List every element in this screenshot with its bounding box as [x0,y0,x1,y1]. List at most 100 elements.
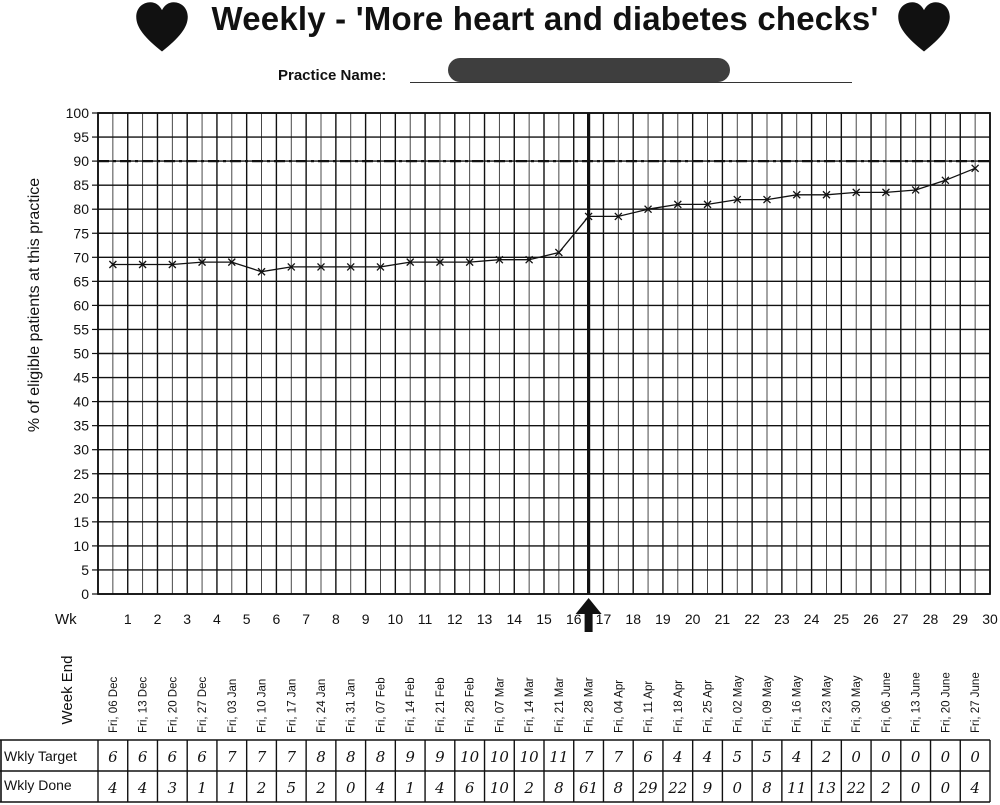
y-tick-label: 5 [81,562,89,578]
x-tick-label: 18 [625,611,641,627]
data-point [971,164,980,173]
data-point [227,258,236,267]
weekly-target-cell: 10 [490,748,510,766]
weekly-target-cell: 0 [970,748,980,766]
weekly-done-cell: 9 [703,779,713,797]
data-point-stroke [525,255,534,264]
week-end-date: Fri, 28 Feb [465,677,477,733]
y-tick-label: 45 [73,370,89,386]
data-point-stroke [673,200,682,209]
chart-title: Weekly - 'More heart and diabetes checks… [211,0,879,37]
week-end-date: Fri, 20 Dec [167,677,179,733]
data-point-stroke [554,248,563,257]
weekly-done-cell: 4 [434,779,445,797]
y-tick-label: 55 [73,321,89,337]
data-point-stroke [971,164,980,173]
weekly-target-cell: 9 [405,748,415,766]
x-tick-label: 25 [834,611,850,627]
weekly-target-cell: 4 [702,748,713,766]
weekly-done-cell: 2 [315,779,326,797]
y-tick-label: 100 [66,105,90,121]
x-tick-label: 23 [774,611,790,627]
weekly-target-cell: 7 [584,748,594,766]
weekly-target-cell: 7 [227,748,237,766]
weekly-done-cell: 4 [969,779,980,797]
weekly-done-cell: 2 [523,779,534,797]
weekly-done-cell: 4 [107,779,118,797]
weekly-done-cell: 0 [732,779,742,797]
data-point-stroke [644,205,653,214]
week-end-date: Fri, 31 Jan [346,679,358,733]
data-point [287,262,296,271]
weekly-done-cell: 10 [490,779,510,797]
y-tick-label: 50 [73,346,89,362]
weekly-target-cell: 0 [911,748,921,766]
x-tick-label: 6 [273,611,281,627]
x-tick-label: 15 [536,611,552,627]
data-point [257,267,266,276]
y-tick-label: 0 [81,586,89,602]
week-end-date: Fri, 24 Jan [316,679,328,733]
weekly-target-cell: 6 [197,748,207,766]
y-tick-label: 10 [73,538,89,554]
data-point-stroke [376,262,385,271]
data-point-stroke [138,260,147,269]
weekly-target-cell: 6 [168,748,178,766]
data-point-stroke [733,195,742,204]
data-point [525,255,534,264]
weekly-target-cell: 8 [376,748,386,766]
week-end-date: Fri, 25 Apr [703,680,715,733]
y-tick-label: 60 [73,297,89,313]
data-point [941,176,950,185]
data-point [495,255,504,264]
weekly-done-cell: 8 [762,779,772,797]
y-tick-label: 40 [73,394,89,410]
data-point [376,262,385,271]
weekly-target-cell: 4 [672,748,683,766]
data-point [168,260,177,269]
week-end-label: Week End [59,656,76,725]
data-point [198,258,207,267]
weekly-done-cell: 22 [667,779,687,797]
data-point-stroke [257,267,266,276]
week-end-date: Fri, 13 June [911,672,923,733]
week-end-date: Fri, 30 May [851,675,863,733]
data-point [881,188,890,197]
heart-icon-left [136,2,188,52]
weekly-done-cell: 8 [614,779,624,797]
weekly-done-cell: 5 [286,779,296,797]
data-point [703,200,712,209]
data-point-stroke [584,212,593,221]
x-tick-label: 12 [447,611,463,627]
weekly-done-cell: 29 [638,779,659,797]
weekly-done-cell: 0 [941,779,951,797]
x-tick-label: 1 [124,611,132,627]
y-tick-label: 30 [73,442,89,458]
weekly-done-cell: 0 [911,779,921,797]
week-end-date: Fri, 14 Mar [524,677,536,733]
data-point [584,212,593,221]
week-end-date: Fri, 02 May [732,675,744,733]
data-point-stroke [911,186,920,194]
week-end-date: Fri, 27 June [970,672,982,733]
weekly-done-cell: 0 [346,779,356,797]
y-tick-label: 90 [73,153,89,169]
week-end-date: Fri, 18 Apr [673,680,685,733]
weekly-target-cell: 6 [138,748,148,766]
x-tick-label: 7 [302,611,310,627]
data-point [673,200,682,209]
weekly-done-cell: 3 [168,779,178,797]
week-end-date: Fri, 09 May [762,675,774,733]
weekly-done-cell: 1 [405,779,415,797]
data-point [138,260,147,269]
weekly-done-cell: 2 [880,779,891,797]
week-end-date: Fri, 21 Mar [554,677,566,733]
data-point [554,248,563,257]
x-tick-label: 5 [243,611,251,627]
week-end-date: Fri, 21 Feb [435,677,447,733]
x-tick-label: 13 [477,611,493,627]
weekly-target-cell: 8 [346,748,356,766]
x-tick-label: 10 [388,611,404,627]
weekly-target-cell: 8 [316,748,326,766]
weekly-target-cell: 0 [851,748,861,766]
